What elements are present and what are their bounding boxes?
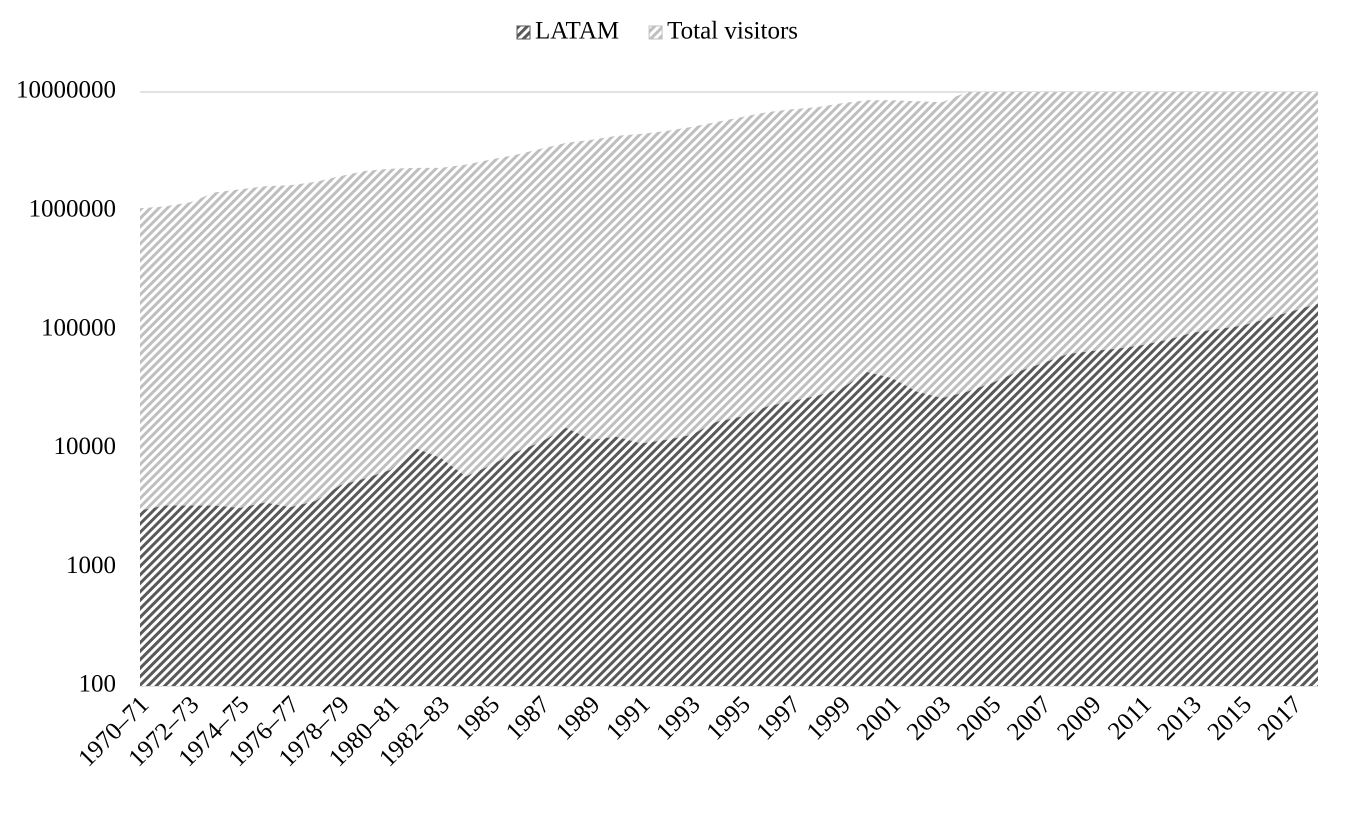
y-tick-label: 100000 xyxy=(41,314,116,341)
area xyxy=(140,303,1318,686)
x-tick-label: 2005 xyxy=(952,691,1006,745)
legend-swatch xyxy=(648,25,663,40)
x-tick-label: 2011 xyxy=(1103,691,1157,745)
x-tick-label: 2003 xyxy=(902,691,956,745)
x-tick-label: 1997 xyxy=(752,691,806,745)
x-tick-label: 1991 xyxy=(601,691,655,745)
legend-label: LATAM xyxy=(535,18,619,45)
y-tick-label: 10000000 xyxy=(16,77,116,104)
x-tick-label: 1989 xyxy=(551,691,605,745)
y-tick-label: 10000 xyxy=(54,433,117,460)
x-tick-label: 1985 xyxy=(451,691,505,745)
x-tick-label: 2013 xyxy=(1153,691,1207,745)
x-tick-label: 1993 xyxy=(651,691,705,745)
x-tick-label: 2007 xyxy=(1002,691,1056,745)
y-tick-label: 100 xyxy=(79,671,117,698)
x-tick-label: 1987 xyxy=(501,691,555,745)
x-tick-label: 1995 xyxy=(701,691,755,745)
y-tick-label: 1000 xyxy=(66,552,116,579)
legend-label: Total visitors xyxy=(667,18,798,45)
x-tick-label: 2009 xyxy=(1052,691,1106,745)
y-tick-label: 1000000 xyxy=(29,196,117,223)
x-tick-label: 2017 xyxy=(1253,691,1307,745)
x-tick-label: 2001 xyxy=(852,691,906,745)
x-tick-label: 2015 xyxy=(1203,691,1257,745)
x-tick-label: 1999 xyxy=(802,691,856,745)
legend-swatch xyxy=(516,25,531,40)
